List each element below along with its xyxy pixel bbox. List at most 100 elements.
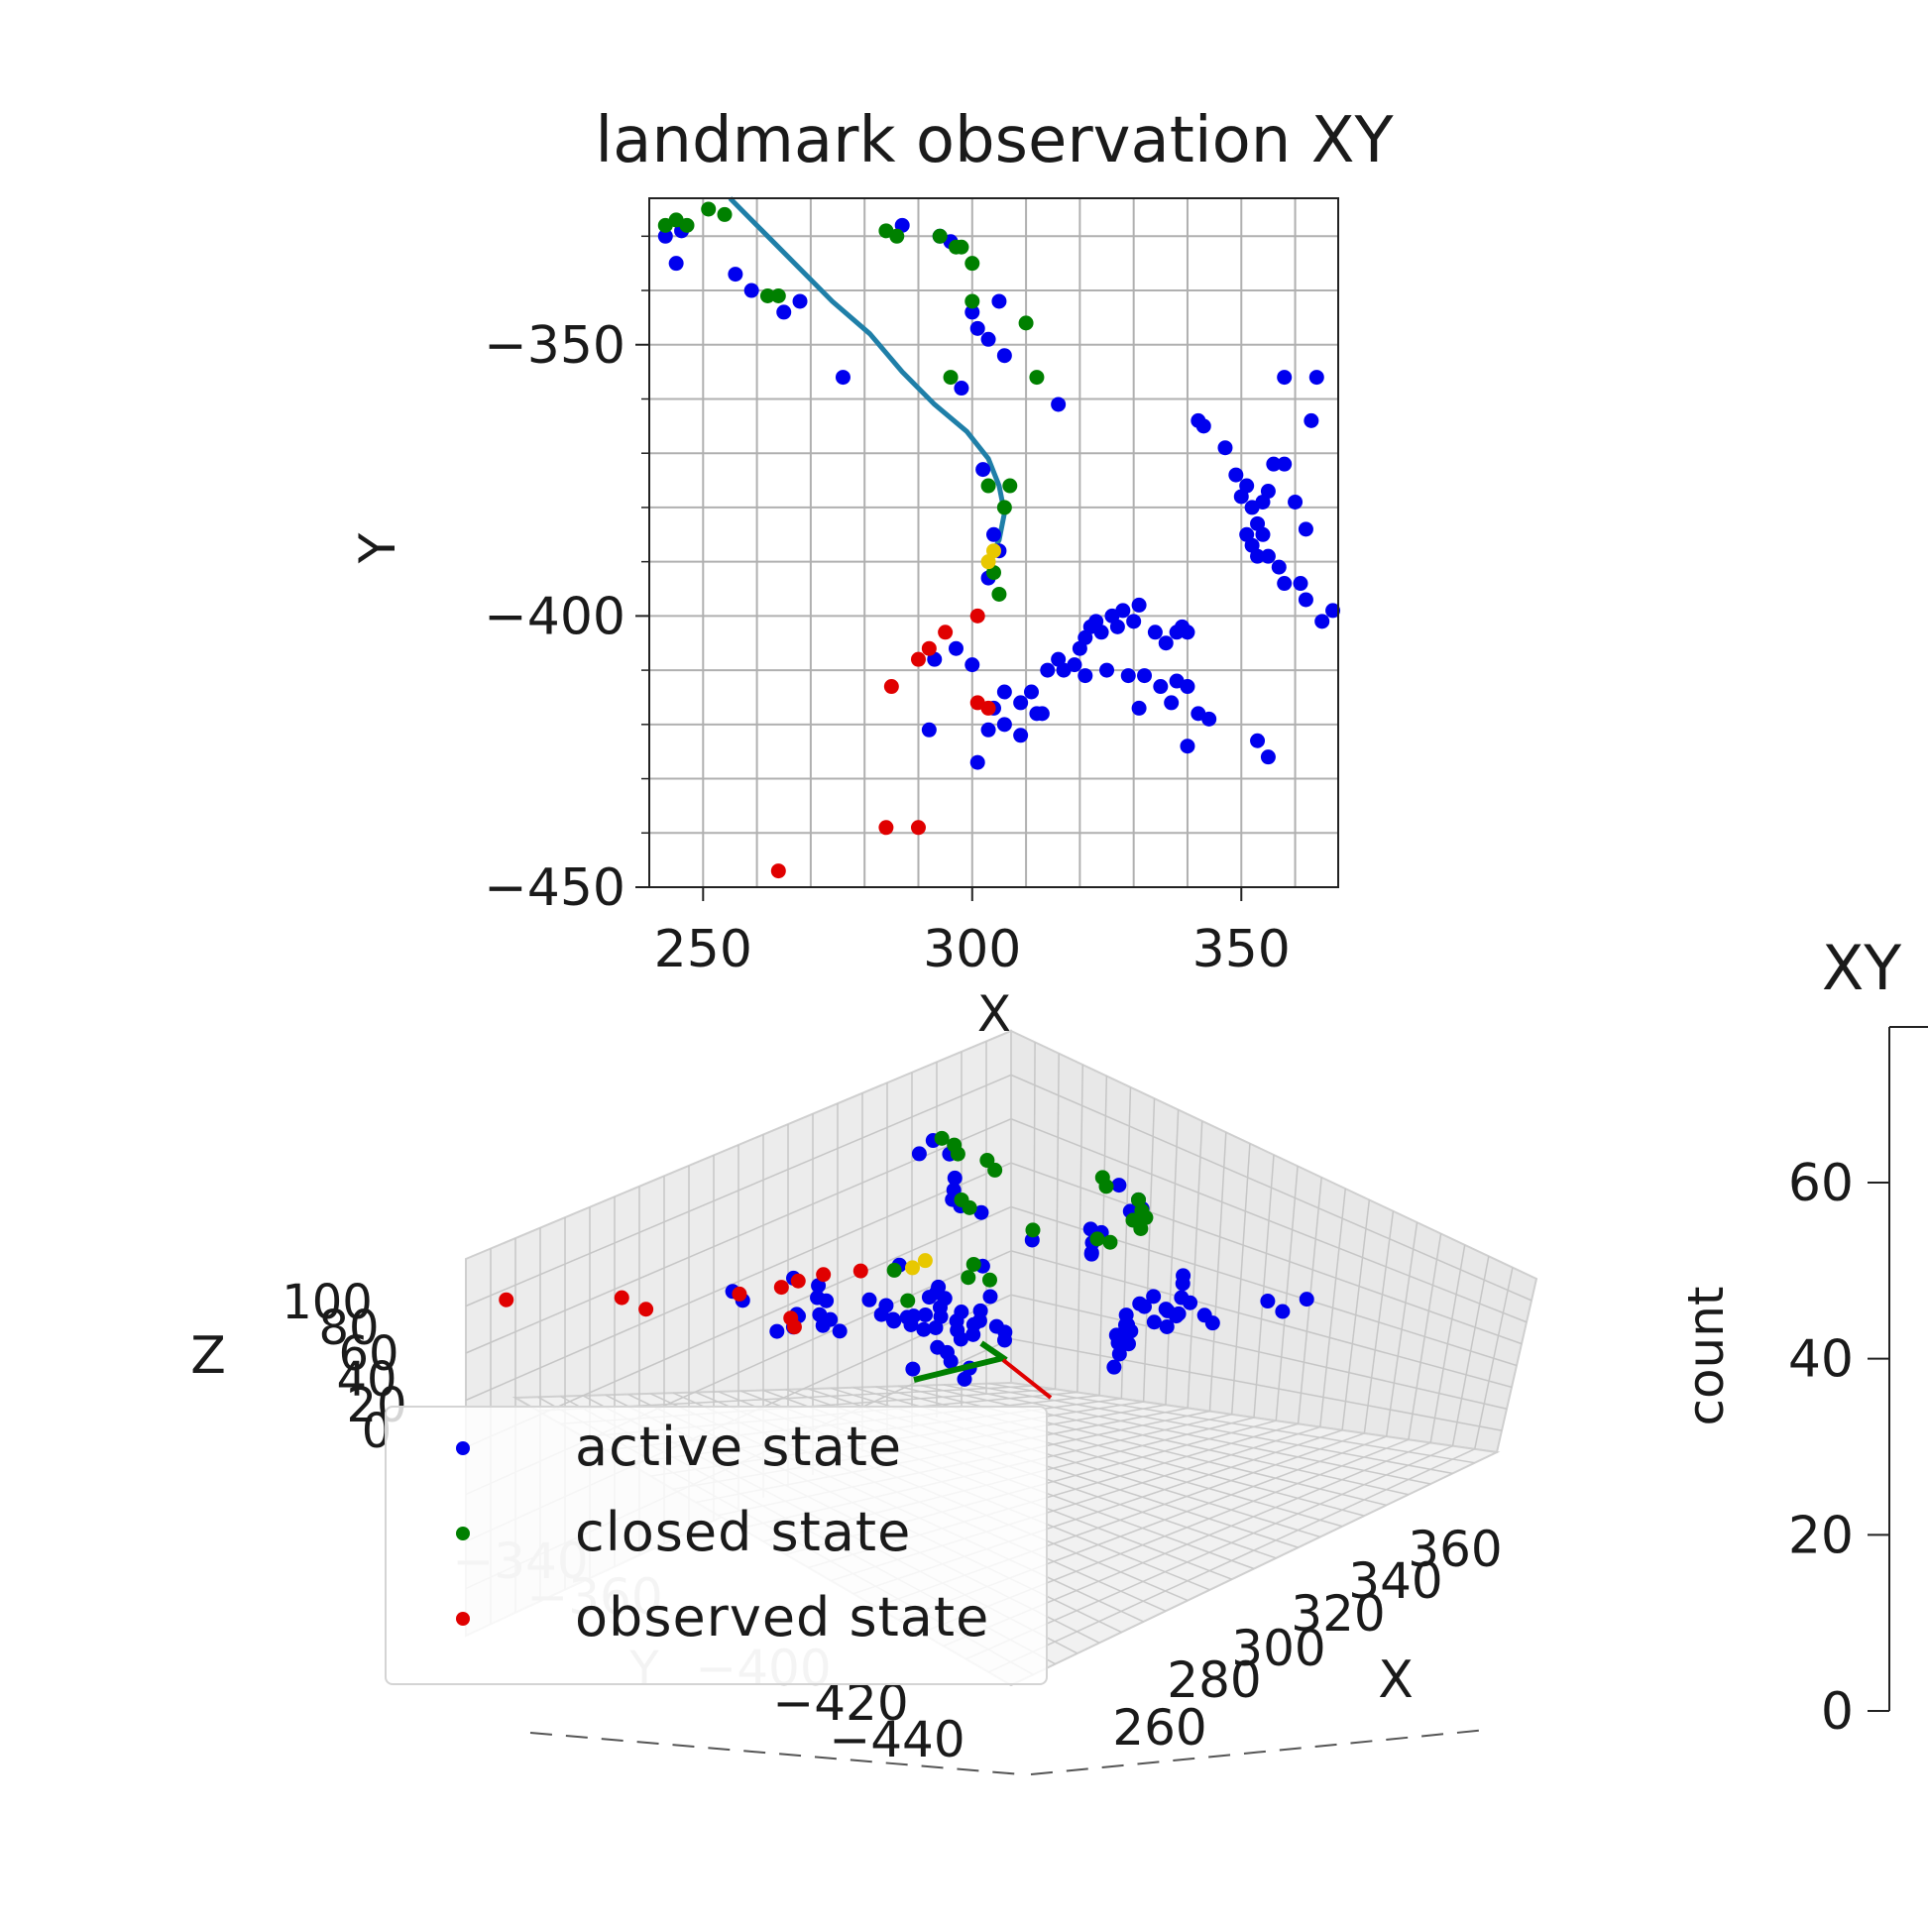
- point3d-active: [1106, 1359, 1122, 1375]
- point-active: [1137, 668, 1153, 684]
- point-closed: [932, 228, 948, 244]
- point-active: [1153, 679, 1169, 695]
- point3d-closed: [981, 1272, 997, 1288]
- point-active: [975, 462, 991, 478]
- point3d-active: [1111, 1346, 1127, 1362]
- point3d-closed: [965, 1256, 981, 1272]
- pane-grid-line: [465, 1162, 1012, 1402]
- pane-grid-line: [1010, 1337, 1503, 1431]
- point3d-active: [1083, 1246, 1099, 1262]
- point3d-active: [1204, 1315, 1220, 1331]
- point-closed: [954, 239, 969, 255]
- point3d-active: [928, 1319, 944, 1335]
- point-active: [1195, 418, 1211, 434]
- point3d-closed: [961, 1270, 976, 1286]
- floor-grid-line: [943, 1384, 1431, 1485]
- point-active: [1099, 662, 1115, 678]
- point-closed: [996, 500, 1012, 515]
- x-tick-label: 300: [1231, 1620, 1325, 1677]
- x-tick-label: 260: [1112, 1699, 1206, 1757]
- point-active: [668, 256, 684, 272]
- xyz-plot-x-label: X: [1378, 1650, 1414, 1710]
- point-observed: [883, 679, 899, 695]
- legend-label-closed: closed state: [575, 1501, 912, 1563]
- point-active: [986, 526, 1001, 542]
- point3d-active: [769, 1323, 785, 1339]
- point3d-observed: [638, 1302, 654, 1317]
- point3d-active: [933, 1308, 949, 1324]
- point-current: [980, 554, 996, 570]
- point-closed: [701, 201, 717, 217]
- point-active: [1239, 478, 1255, 494]
- point-active: [743, 283, 759, 298]
- point3d-active: [1111, 1178, 1127, 1193]
- point3d-closed: [1125, 1212, 1141, 1228]
- pane-grid-line: [465, 1074, 1012, 1307]
- point-active: [1250, 733, 1266, 748]
- xy-histogram: XY 0 20 40 60 count: [1677, 932, 1928, 1742]
- point-active: [1131, 597, 1147, 613]
- floor-grid-line: [987, 1448, 1476, 1673]
- point3d-active: [1123, 1323, 1139, 1339]
- point3d-closed: [1138, 1209, 1154, 1225]
- point-active: [948, 640, 964, 656]
- point3d-active: [957, 1371, 972, 1387]
- legend-entry-active: active state: [387, 1408, 1046, 1487]
- point3d-active: [971, 1312, 987, 1328]
- legend-entry-closed: closed state: [387, 1493, 1046, 1572]
- point3d-observed: [773, 1280, 789, 1296]
- point-active: [954, 381, 969, 397]
- point-closed: [964, 256, 980, 272]
- point-active: [1120, 668, 1136, 684]
- point-active: [1013, 728, 1029, 743]
- y-axis-baseline: [1030, 1729, 1488, 1775]
- point-active: [996, 717, 1012, 733]
- point-active: [996, 684, 1012, 700]
- point3d-observed: [499, 1292, 514, 1307]
- point-observed: [938, 625, 954, 640]
- point-active: [1293, 576, 1308, 592]
- point-closed: [991, 586, 1007, 602]
- point-active: [1180, 625, 1195, 640]
- point3d-active: [943, 1353, 959, 1369]
- point3d-active: [861, 1292, 877, 1307]
- z-tick-label: 40: [336, 1352, 397, 1408]
- histogram-y-tick-label: 60: [1788, 1154, 1854, 1213]
- point3d-active: [918, 1307, 934, 1322]
- floor-grid-line: [988, 1382, 1475, 1464]
- point-active: [1271, 559, 1287, 575]
- legend-marker-observed: [456, 1612, 470, 1626]
- point3d-active: [906, 1308, 922, 1324]
- point3d-closed: [934, 1130, 950, 1146]
- point-active: [1217, 440, 1233, 456]
- point3d-current: [905, 1260, 921, 1276]
- observation-ray: [1001, 1358, 1053, 1400]
- point-active: [1115, 603, 1131, 619]
- point-active: [1260, 548, 1276, 564]
- point-active: [1180, 679, 1195, 695]
- point3d-active: [1299, 1292, 1314, 1307]
- z-tick-label: 100: [282, 1275, 373, 1330]
- point-active: [1131, 700, 1147, 716]
- point-active: [1201, 711, 1217, 727]
- point-closed: [943, 370, 959, 386]
- point-closed: [759, 288, 775, 304]
- floor-grid-line: [920, 1384, 1410, 1496]
- point3d-active: [1275, 1304, 1291, 1319]
- point-active: [964, 304, 980, 320]
- legend-marker-closed: [456, 1527, 470, 1540]
- legend-label-active: active state: [575, 1416, 903, 1478]
- point3d-current: [917, 1253, 933, 1269]
- point3d-active: [911, 1146, 927, 1162]
- point-active: [657, 228, 673, 244]
- point3d-closed: [1025, 1222, 1041, 1238]
- point-closed: [1002, 478, 1018, 494]
- z-tick-label: 60: [338, 1326, 398, 1382]
- point3d-active: [982, 1289, 998, 1305]
- point3d-active: [1146, 1289, 1162, 1305]
- pane-grid-line: [1010, 1074, 1532, 1302]
- point-active: [1013, 695, 1029, 711]
- point-observed: [969, 608, 985, 624]
- x-tick-label: 360: [1408, 1521, 1502, 1578]
- point-active: [1051, 397, 1067, 412]
